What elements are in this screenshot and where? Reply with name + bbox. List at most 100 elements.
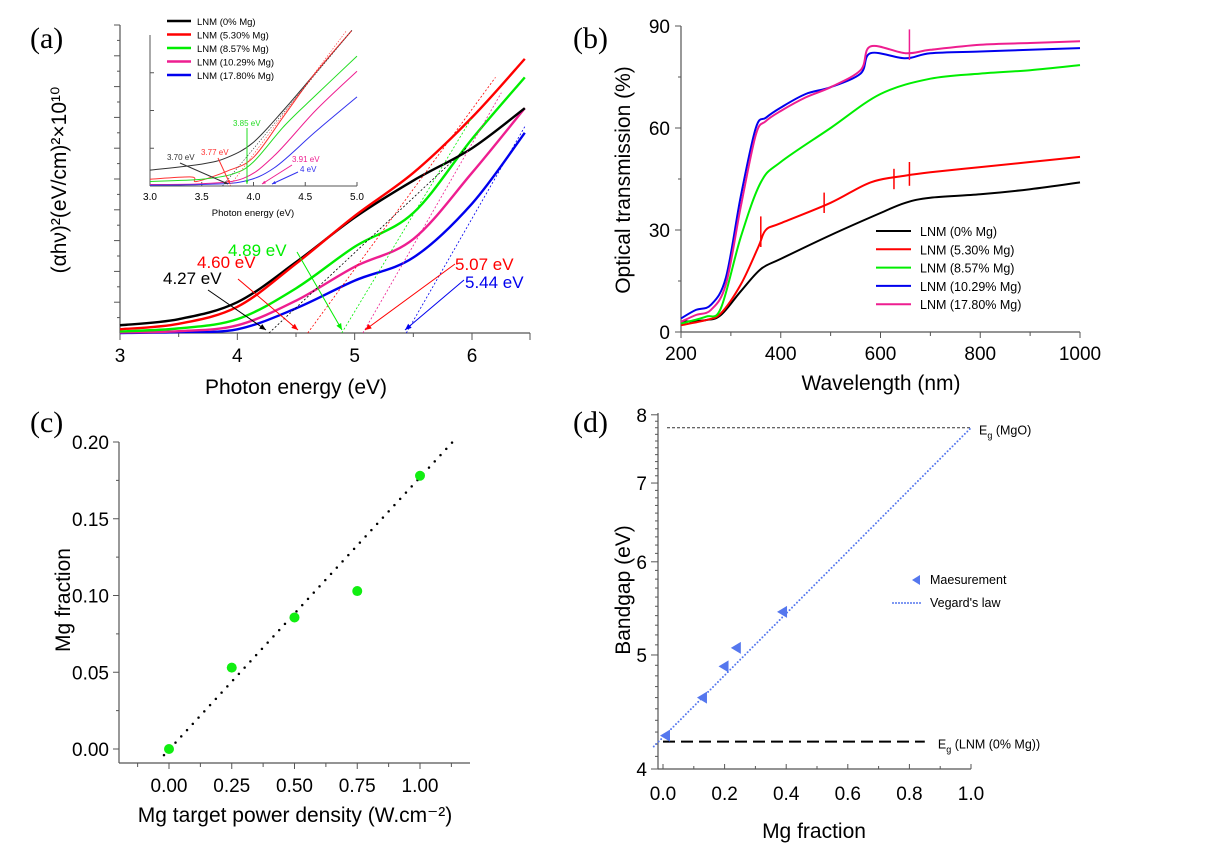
data-point bbox=[226, 662, 237, 673]
x-tick-label: 6 bbox=[467, 346, 478, 367]
panel-b-xlabel: Wavelength (nm) bbox=[801, 372, 960, 395]
y-tick-label: 90 bbox=[649, 17, 670, 38]
panel-a-label: (a) bbox=[30, 22, 63, 55]
panel-c: (c) 0.00 0.05 0.10 0.15 0.20 0.00 0.25 0.50 0.75… bbox=[30, 406, 470, 827]
inset-x-tick-label: 4.0 bbox=[247, 192, 261, 203]
series-line-0 bbox=[680, 181, 1081, 323]
bandgap-annotation: 5.44 eV bbox=[465, 273, 524, 292]
series-line-3 bbox=[119, 107, 526, 334]
inset-series-line bbox=[149, 30, 353, 183]
bandgap-arrow-shaft bbox=[364, 263, 456, 331]
series-line-1 bbox=[680, 155, 1081, 327]
inset-bandgap-annotation: 3.91 eV bbox=[292, 155, 320, 164]
measurement-point bbox=[660, 729, 670, 742]
x-tick-label: 0.25 bbox=[213, 776, 250, 797]
inset-fit-line bbox=[222, 30, 353, 187]
y-tick-label: 4 bbox=[636, 760, 647, 781]
y-tick-label: 0.20 bbox=[72, 433, 109, 454]
panel-c-ylabel: Mg fraction bbox=[52, 548, 75, 652]
x-tick-label: 1.00 bbox=[402, 776, 439, 797]
inset-x-tick-label: 3.5 bbox=[195, 192, 209, 203]
measurement-point bbox=[696, 691, 707, 704]
data-point bbox=[289, 612, 300, 623]
inset-bandgap-annotation: 3.85 eV bbox=[233, 119, 261, 128]
x-tick-label: 3 bbox=[115, 346, 126, 367]
x-tick-label: 800 bbox=[964, 344, 996, 365]
bandgap-annotation: 4.60 eV bbox=[197, 253, 256, 272]
inset-bandgap-arrow-shaft bbox=[271, 171, 299, 185]
y-tick-label: 30 bbox=[649, 221, 670, 242]
bandgap-annotation: 5.07 eV bbox=[455, 255, 514, 274]
legend-label: LNM (10.29% Mg) bbox=[920, 280, 1021, 294]
panel-c-label: (c) bbox=[30, 406, 63, 439]
legend-label: Vegard's law bbox=[930, 596, 1001, 610]
tauc-fit-line bbox=[268, 147, 467, 334]
inset-bandgap-arrow-head bbox=[224, 181, 228, 184]
bandgap-arrow-head bbox=[291, 323, 298, 330]
series-line-4 bbox=[119, 132, 526, 335]
series-line-2 bbox=[119, 76, 526, 333]
reference-label: Eg (LNM (0% Mg)) bbox=[938, 738, 1040, 755]
x-tick-label: 1000 bbox=[1059, 344, 1101, 365]
x-tick-label: 0.00 bbox=[151, 776, 188, 797]
panel-b-label: (b) bbox=[573, 22, 608, 55]
bandgap-annotation: 4.89 eV bbox=[228, 241, 287, 260]
x-tick-label: 1.0 bbox=[958, 784, 984, 805]
inset-legend-label: LNM (17.80% Mg) bbox=[197, 71, 274, 82]
y-tick-label: 5 bbox=[636, 646, 647, 667]
measurement-point bbox=[718, 660, 729, 673]
bandgap-arrow-shaft bbox=[296, 251, 343, 331]
inset-bandgap-annotation: 3.70 eV bbox=[167, 153, 195, 162]
x-tick-label: 0.0 bbox=[650, 784, 676, 805]
y-tick-label: 7 bbox=[636, 474, 647, 495]
inset-bandgap-arrow-shaft bbox=[179, 162, 229, 185]
tauc-fit-line bbox=[341, 117, 473, 334]
inset-bandgap-arrow-head bbox=[262, 180, 266, 184]
inset-xlabel: Photon energy (eV) bbox=[212, 208, 294, 219]
inset-legend-label: LNM (0% Mg) bbox=[197, 17, 256, 28]
x-tick-label: 0.50 bbox=[276, 776, 313, 797]
panel-c-xlabel: Mg target power density (W.cm⁻²) bbox=[138, 804, 453, 827]
panel-a: (a) 3 4 5 6 Photon energy (eV) (αhν)²(eV/cm… bbox=[30, 17, 531, 399]
fit-line bbox=[162, 440, 454, 757]
bandgap-arrow-shaft bbox=[207, 289, 267, 331]
y-tick-label: 0.00 bbox=[72, 740, 109, 761]
inset-bandgap-arrow-head bbox=[272, 181, 276, 184]
x-tick-label: 5 bbox=[349, 346, 360, 367]
series-line-3 bbox=[680, 47, 1081, 320]
reference-label: Eg (MgO) bbox=[979, 424, 1031, 441]
y-tick-label: 8 bbox=[636, 406, 647, 427]
x-tick-label: 200 bbox=[665, 344, 697, 365]
bandgap-annotation: 4.27 eV bbox=[163, 269, 222, 288]
inset-series-line bbox=[149, 96, 358, 186]
inset-bandgap-annotation: 3.77 eV bbox=[201, 148, 229, 157]
bandgap-arrow-head bbox=[336, 323, 342, 330]
inset-x-tick-label: 5.0 bbox=[350, 192, 364, 203]
panel-b-ylabel: Optical transmission (%) bbox=[612, 66, 635, 294]
measurement-point bbox=[730, 641, 741, 654]
x-tick-label: 600 bbox=[865, 344, 897, 365]
panel-b: (b) 0 30 60 90 200 400 600 800 1000 Wavelength (… bbox=[573, 17, 1101, 395]
x-tick-label: 0.2 bbox=[711, 784, 737, 805]
series-line-1 bbox=[119, 58, 526, 331]
inset-series-line bbox=[149, 70, 358, 185]
data-point bbox=[164, 744, 174, 754]
tauc-fit-line bbox=[307, 77, 496, 334]
bandgap-arrow-head bbox=[259, 324, 266, 330]
inset-bandgap-arrow-shaft bbox=[217, 157, 231, 185]
y-tick-label: 0 bbox=[659, 323, 670, 344]
panel-d-xlabel: Mg fraction bbox=[762, 820, 866, 843]
data-point bbox=[352, 586, 363, 597]
inset-x-tick-label: 4.5 bbox=[298, 192, 312, 203]
x-tick-label: 0.4 bbox=[773, 784, 800, 805]
inset-bandgap-arrow-shaft bbox=[261, 164, 293, 185]
y-tick-label: 0.10 bbox=[72, 587, 109, 608]
y-tick-label: 6 bbox=[636, 553, 647, 574]
y-tick-label: 0.05 bbox=[72, 663, 109, 684]
legend-label: LNM (17.80% Mg) bbox=[920, 298, 1021, 312]
x-tick-label: 400 bbox=[765, 344, 797, 365]
legend-label: LNM (8.57% Mg) bbox=[920, 262, 1014, 276]
bandgap-arrow-head bbox=[405, 323, 412, 330]
measurement-point bbox=[777, 605, 788, 618]
